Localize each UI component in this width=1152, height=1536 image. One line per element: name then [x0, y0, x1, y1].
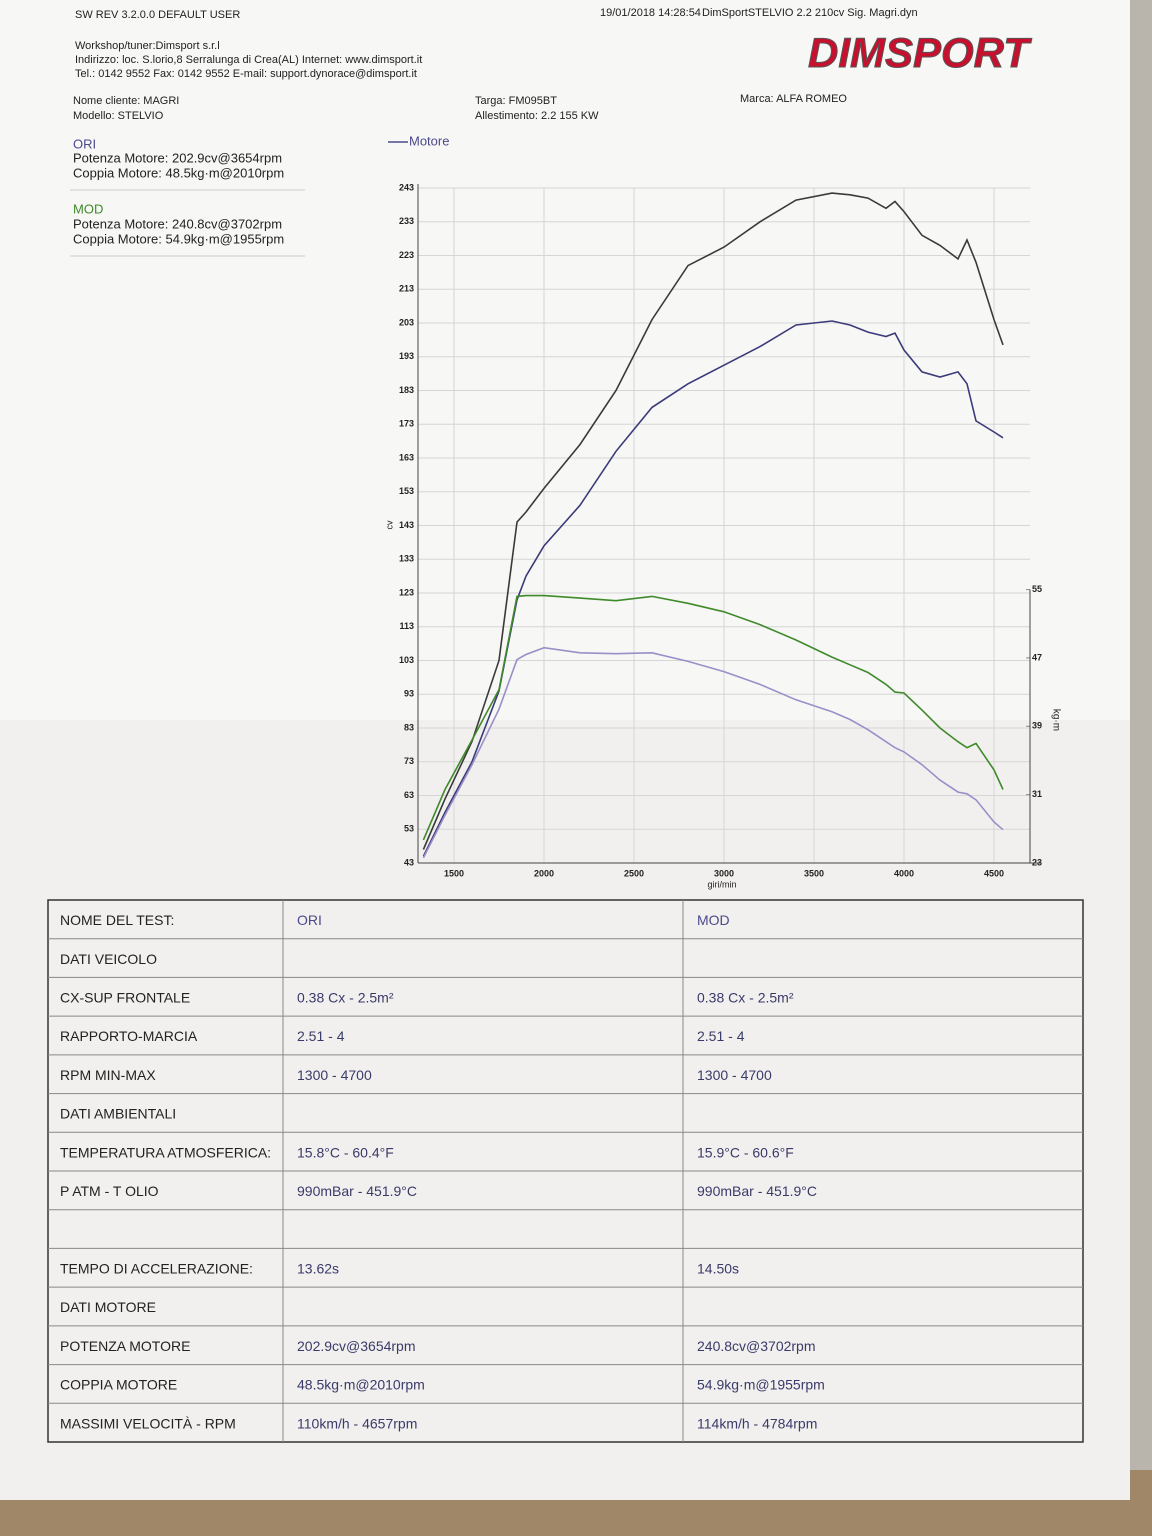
y-tick-label: 53: [404, 824, 414, 834]
table-cell: 14.50s: [697, 1260, 739, 1276]
y-tick-label: 43: [404, 857, 414, 867]
y2-tick-label: 23: [1032, 857, 1042, 867]
x-axis-label: giri/min: [707, 879, 736, 889]
y-tick-label: 183: [399, 385, 414, 395]
series-line: [422, 192, 1004, 850]
client: Nome cliente: MAGRI: [73, 95, 179, 107]
software: SW REV 3.2.0.0 DEFAULT USER: [75, 9, 240, 21]
y-tick-label: 143: [399, 520, 414, 530]
series-line: [422, 594, 1004, 841]
workshop: Workshop/tuner:Dimsport s.r.l: [75, 40, 220, 52]
table-cell: MOD: [697, 912, 730, 928]
summary-line: Coppia Motore: 48.5kg·m@2010rpm: [73, 165, 284, 180]
table-cell: 0.38 Cx - 2.5m²: [697, 989, 794, 1005]
table-cell: 13.62s: [297, 1260, 339, 1276]
file-name: DimSportSTELVIO 2.2 210cv Sig. Magri.dyn: [702, 7, 918, 19]
x-tick-label: 1500: [444, 868, 464, 878]
table-cell: RAPPORTO-MARCIA: [60, 1028, 198, 1044]
y-tick-label: 83: [404, 722, 414, 732]
table-cell: DATI AMBIENTALI: [60, 1106, 176, 1122]
table-cell: 48.5kg·m@2010rpm: [297, 1377, 425, 1393]
table-cell: 15.8°C - 60.4°F: [297, 1144, 394, 1160]
legend-label: Motore: [409, 133, 449, 148]
table-cell: RPM MIN-MAX: [60, 1067, 156, 1083]
series-line: [422, 320, 1004, 857]
y-tick-label: 153: [399, 486, 414, 496]
y-tick-label: 163: [399, 452, 414, 462]
y-tick-label: 213: [399, 284, 414, 294]
timestamp: 19/01/2018 14:28:54: [600, 7, 701, 19]
y-tick-label: 93: [404, 689, 414, 699]
y2-tick-label: 31: [1032, 789, 1042, 799]
table-cell: 15.9°C - 60.6°F: [697, 1144, 794, 1160]
y-tick-label: 173: [399, 419, 414, 429]
table-cell: 114km/h - 4784rpm: [697, 1415, 817, 1431]
y2-tick-label: 47: [1032, 652, 1042, 662]
y2-tick-label: 55: [1032, 584, 1042, 594]
table-cell: 1300 - 4700: [697, 1067, 772, 1083]
table-cell: COPPIA MOTORE: [60, 1377, 177, 1393]
y-tick-label: 133: [399, 554, 414, 564]
contacts: Tel.: 0142 9552 Fax: 0142 9552 E-mail: s…: [75, 68, 417, 80]
logo: DIMSPORT: [808, 29, 1032, 76]
table-cell: 240.8cv@3702rpm: [697, 1338, 816, 1354]
x-tick-label: 2000: [534, 868, 554, 878]
table-cell: 0.38 Cx - 2.5m²: [297, 989, 394, 1005]
table-cell: 202.9cv@3654rpm: [297, 1338, 416, 1354]
chart: 43 53 63 73 83 93 103 113 123 133 143 153 163 173 183 1…: [399, 182, 1042, 878]
trim: Allestimento: 2.2 155 KW: [475, 110, 599, 122]
table-cell: NOME DEL TEST:: [60, 912, 174, 928]
y2-axis-label: kg·m: [1050, 709, 1061, 731]
y-tick-label: 203: [399, 317, 414, 327]
table-cell: TEMPERATURA ATMOSFERICA:: [60, 1144, 271, 1160]
summary-title: ORI: [73, 136, 96, 151]
summary-line: Potenza Motore: 240.8cv@3702rpm: [73, 216, 282, 231]
y-tick-label: 123: [399, 587, 414, 597]
table-cell: MASSIMI VELOCITÀ - RPM: [60, 1415, 236, 1431]
table-cell: DATI VEICOLO: [60, 951, 157, 967]
y-axis-label: cv: [384, 520, 394, 530]
table-cell: P ATM - T OLIO: [60, 1183, 159, 1199]
x-tick-label: 2500: [624, 868, 644, 878]
y-tick-label: 113: [399, 621, 414, 631]
table-cell: 1300 - 4700: [297, 1067, 372, 1083]
series-line: [422, 646, 1004, 859]
table-cell: POTENZA MOTORE: [60, 1338, 190, 1354]
x-tick-label: 3500: [804, 868, 824, 878]
summary-line: Potenza Motore: 202.9cv@3654rpm: [73, 150, 282, 165]
table-cell: 990mBar - 451.9°C: [297, 1183, 417, 1199]
table-cell: TEMPO DI ACCELERAZIONE:: [60, 1260, 253, 1276]
table: NOME DEL TEST: ORI MOD DATI VEICOLO CX-SUP F…: [47, 899, 1084, 1443]
table-cell: 54.9kg·m@1955rpm: [697, 1377, 825, 1393]
x-tick-label: 4000: [894, 868, 914, 878]
y-tick-label: 103: [399, 655, 414, 665]
y-tick-label: 223: [399, 250, 414, 260]
summary-line: Coppia Motore: 54.9kg·m@1955rpm: [73, 231, 284, 246]
model: Modello: STELVIO: [73, 110, 164, 122]
y-tick-label: 233: [399, 216, 414, 226]
y-tick-label: 243: [399, 182, 414, 192]
x-tick-label: 3000: [714, 868, 734, 878]
table-cell: 990mBar - 451.9°C: [697, 1183, 817, 1199]
table-cell: 2.51 - 4: [697, 1028, 745, 1044]
table-cell: 2.51 - 4: [297, 1028, 345, 1044]
address: Indirizzo: loc. S.lorio,8 Serralunga di …: [75, 54, 422, 66]
y-tick-label: 193: [399, 351, 414, 361]
table-cell: CX-SUP FRONTALE: [60, 989, 190, 1005]
table-cell: ORI: [297, 912, 322, 928]
x-tick-label: 4500: [984, 868, 1004, 878]
y2-tick-label: 39: [1032, 721, 1042, 731]
y-tick-label: 73: [404, 756, 414, 766]
table-cell: DATI MOTORE: [60, 1299, 156, 1315]
y-tick-label: 63: [404, 790, 414, 800]
table-cell: 110km/h - 4657rpm: [297, 1415, 417, 1431]
paper-fold: [0, 720, 1130, 1500]
plate: Targa: FM095BT: [475, 95, 557, 107]
brand: Marca: ALFA ROMEO: [740, 93, 847, 105]
summary-title: MOD: [73, 201, 103, 216]
